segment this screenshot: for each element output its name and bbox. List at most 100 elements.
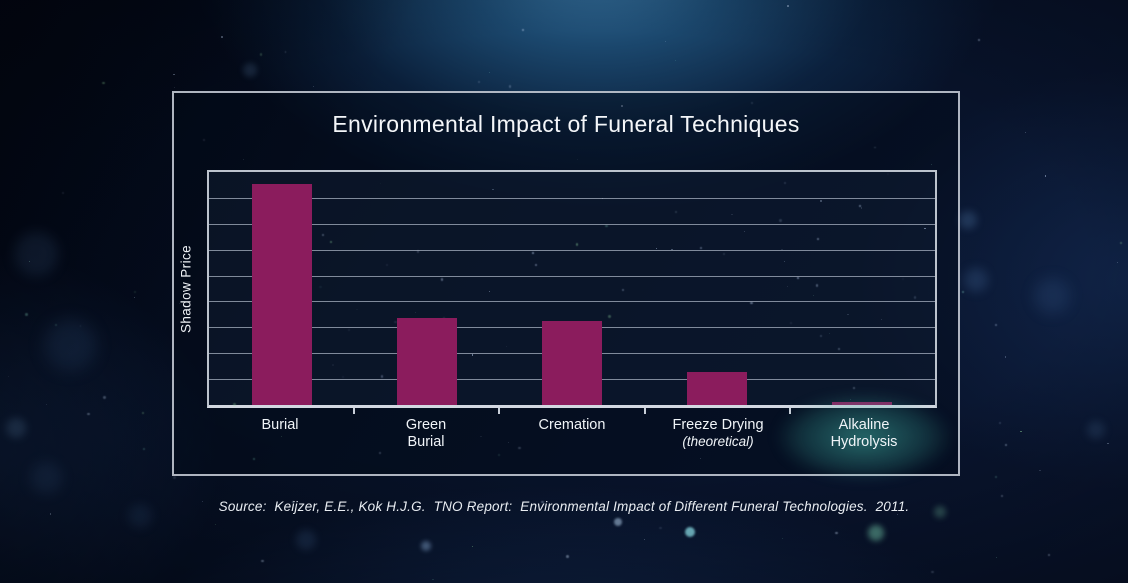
particle <box>783 181 787 185</box>
particle <box>1019 430 1022 433</box>
particle <box>174 87 175 89</box>
particle <box>233 403 236 406</box>
chart-title: Environmental Impact of Funeral Techniqu… <box>332 111 800 137</box>
particle <box>931 570 934 573</box>
particle <box>576 243 579 246</box>
particle <box>743 230 746 232</box>
gridline <box>209 197 935 199</box>
particle <box>608 315 611 318</box>
particle <box>837 347 840 350</box>
particle <box>532 251 535 254</box>
particle <box>477 80 481 84</box>
x-label-line: Cremation <box>538 417 606 433</box>
x-label-cremation: Cremation <box>539 417 606 434</box>
particle <box>521 28 524 32</box>
particle <box>380 375 384 378</box>
particle <box>786 4 789 7</box>
particle <box>261 560 264 563</box>
particle <box>416 250 420 253</box>
particle <box>815 284 819 287</box>
particle <box>322 233 324 236</box>
particle <box>977 38 981 42</box>
particle <box>853 386 856 389</box>
x-label-line: Green <box>405 417 447 433</box>
bokeh-dot <box>44 319 96 371</box>
particle <box>644 539 646 541</box>
particle <box>1047 554 1050 557</box>
particle <box>61 192 64 195</box>
bar-burial <box>251 183 312 405</box>
gridline <box>209 249 935 251</box>
particle <box>472 354 474 356</box>
particle <box>8 376 10 378</box>
bokeh-dot <box>685 527 695 537</box>
bokeh-dot <box>421 541 431 551</box>
particle <box>566 555 570 558</box>
particle <box>440 278 444 281</box>
particle <box>784 260 786 263</box>
x-label-line: Alkaline <box>838 417 890 433</box>
particle <box>995 557 997 559</box>
particle <box>782 537 784 540</box>
bar-cremation <box>542 321 602 405</box>
particle <box>962 291 965 294</box>
bokeh-dot <box>296 530 316 550</box>
particle <box>25 313 28 316</box>
x-label-alkaline-hydrolysis: Alkaline Hydrolysis <box>831 417 898 450</box>
particle <box>820 334 823 337</box>
particle <box>1001 494 1004 497</box>
source-caption: Source: Keijzer, E.E., Kok H.J.G. TNO Re… <box>218 499 910 514</box>
particle <box>133 291 136 294</box>
particle <box>28 260 30 262</box>
particle <box>722 252 726 256</box>
gridline <box>209 301 935 303</box>
particle <box>675 59 677 61</box>
particle <box>829 332 831 335</box>
particle <box>103 396 106 399</box>
particle <box>913 296 917 299</box>
particle <box>284 51 287 54</box>
particle <box>999 422 1002 425</box>
particle <box>1045 175 1047 177</box>
particle <box>489 290 491 292</box>
particle <box>141 412 144 415</box>
x-label-line: Burial <box>407 433 445 450</box>
bokeh-dot <box>6 418 26 438</box>
bokeh-dot <box>868 525 884 541</box>
particle <box>415 312 416 314</box>
particle <box>1120 242 1123 245</box>
particle <box>432 578 434 581</box>
particle <box>221 36 223 38</box>
particle <box>143 448 146 451</box>
particle <box>46 404 48 406</box>
plot-area <box>207 170 937 414</box>
x-label-freeze-drying-theoretical: Freeze Drying (theoretical) <box>672 417 763 450</box>
bokeh-dot <box>614 518 622 526</box>
x-label-green-burial: Green Burial <box>406 417 446 450</box>
particle <box>471 545 474 547</box>
particle <box>1024 132 1026 134</box>
particle <box>173 475 176 479</box>
bokeh-dot <box>964 268 988 292</box>
particle <box>994 476 997 479</box>
x-axis-labels: Burial Green Burial Cremation Freeze Drying(… <box>207 414 937 470</box>
x-label-line: (theoretical) <box>682 433 754 449</box>
particle <box>605 224 608 228</box>
y-axis-label: Shadow Price <box>178 244 194 334</box>
particle <box>1117 262 1118 264</box>
particle <box>508 85 512 88</box>
particle <box>259 53 263 56</box>
particle <box>835 531 838 535</box>
particle <box>995 323 998 326</box>
particle <box>79 325 82 327</box>
particle <box>172 73 175 76</box>
particle <box>534 263 538 266</box>
particle <box>1039 469 1042 472</box>
x-label-line: Hydrolysis <box>830 433 898 450</box>
bar-green-burial <box>396 317 457 405</box>
x-label-line: Freeze Drying <box>672 417 764 433</box>
bokeh-dot <box>1034 278 1070 314</box>
particle <box>489 71 491 73</box>
particle <box>313 85 315 87</box>
